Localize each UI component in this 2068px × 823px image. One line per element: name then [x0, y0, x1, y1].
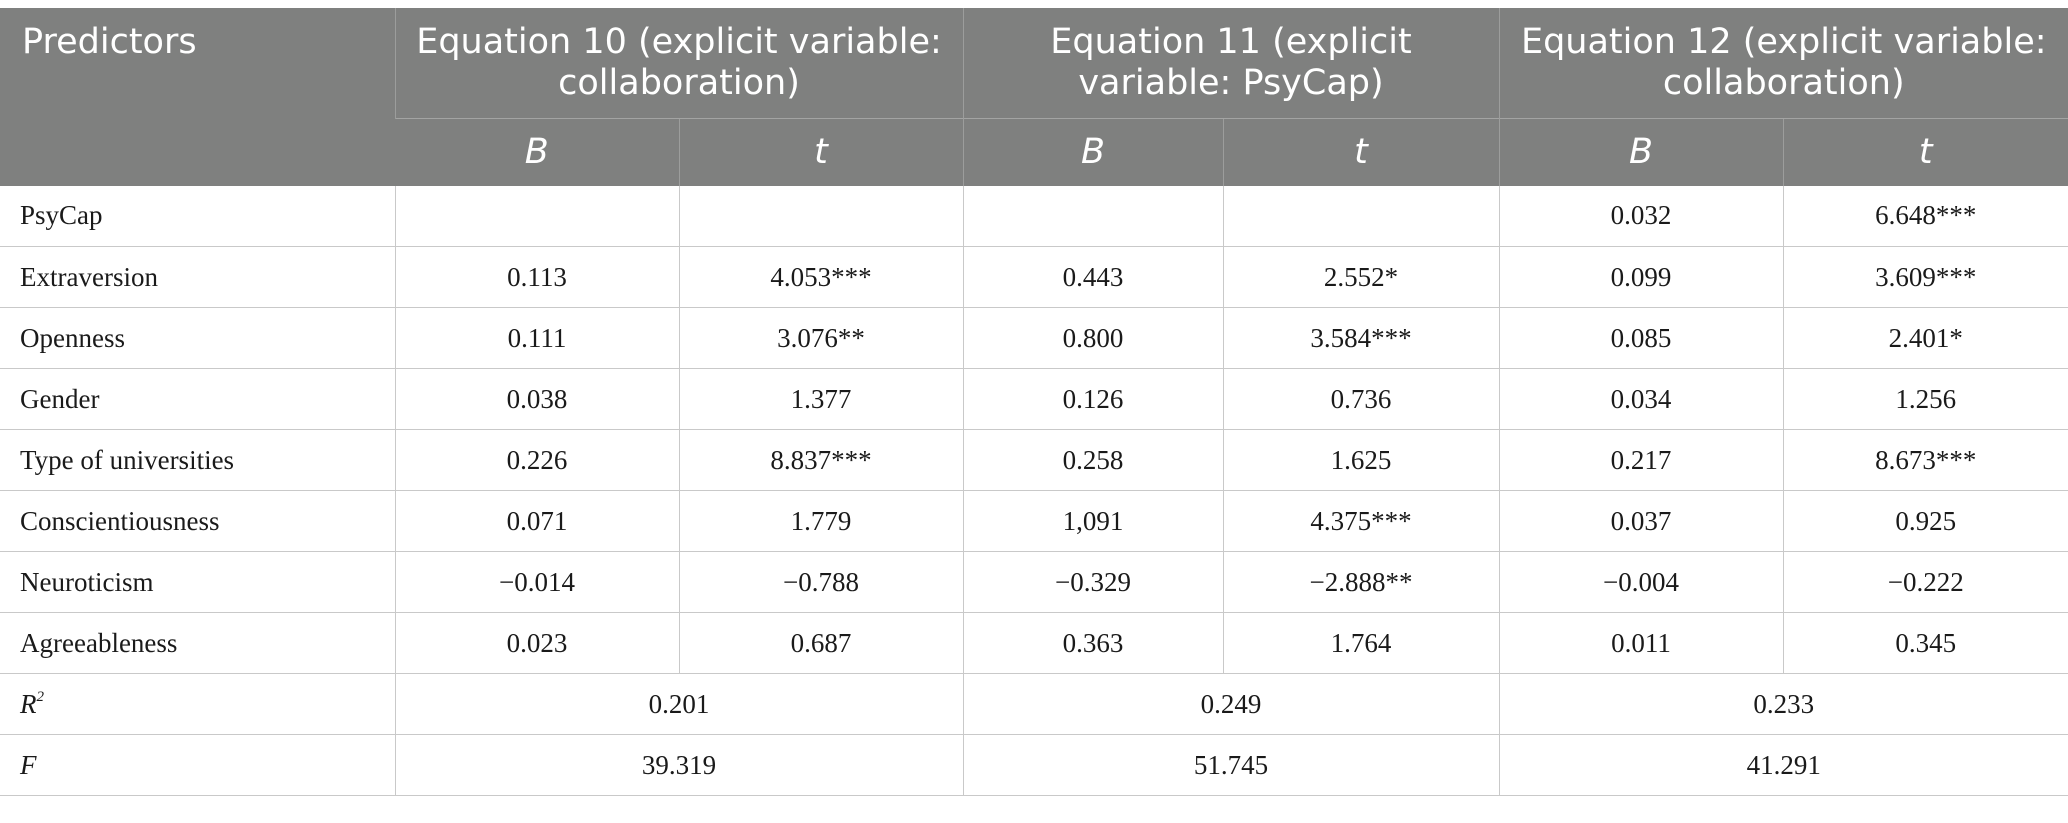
table-row: Agreeableness 0.023 0.687 0.363 1.764 0.…: [0, 612, 2068, 674]
table-cell: 0.226: [394, 429, 679, 491]
equation-12-header: Equation 12 (explicit variable: collabor…: [1498, 8, 2068, 118]
table-cell: −0.788: [678, 551, 963, 613]
table-cell: 2.552*: [1222, 246, 1499, 308]
table-cell: 1.779: [678, 490, 963, 552]
table-cell: 0.345: [1782, 612, 2068, 674]
b-header: B: [962, 117, 1223, 186]
table-cell: 4.053***: [678, 246, 963, 308]
table-cell: 0.111: [394, 307, 679, 369]
row-label: PsyCap: [0, 185, 395, 247]
table-cell: 0.071: [394, 490, 679, 552]
table-cell: −0.014: [394, 551, 679, 613]
table-cell: 1,091: [962, 490, 1223, 552]
table-row: Gender 0.038 1.377 0.126 0.736 0.034 1.2…: [0, 368, 2068, 430]
table-cell: [962, 185, 1223, 247]
f-statistic-value: 39.319: [394, 734, 963, 796]
table-cell: 0.032: [1498, 185, 1783, 247]
table-cell: 6.648***: [1782, 185, 2068, 247]
table-row: Extraversion 0.113 4.053*** 0.443 2.552*…: [0, 246, 2068, 308]
r-squared-label-base: R: [20, 688, 37, 719]
row-label: Neuroticism: [0, 551, 395, 613]
table-cell: 0.217: [1498, 429, 1783, 491]
row-label: Openness: [0, 307, 395, 369]
table-row: Neuroticism −0.014 −0.788 −0.329 −2.888*…: [0, 551, 2068, 613]
table-row: Openness 0.111 3.076** 0.800 3.584*** 0.…: [0, 307, 2068, 369]
r-squared-value: 0.233: [1498, 673, 2068, 735]
header-row-equations: Predictors Equation 10 (explicit variabl…: [0, 8, 2068, 186]
table-cell: 3.076**: [678, 307, 963, 369]
table-cell: 0.099: [1498, 246, 1783, 308]
r-squared-label-superscript: 2: [36, 688, 45, 705]
table-cell: 8.837***: [678, 429, 963, 491]
t-header: t: [678, 117, 963, 186]
table-cell: 0.085: [1498, 307, 1783, 369]
b-header: B: [1498, 117, 1783, 186]
table-cell: 3.609***: [1782, 246, 2068, 308]
r-squared-row: R2 0.201 0.249 0.233: [0, 673, 2068, 735]
table-cell: 0.037: [1498, 490, 1783, 552]
f-statistic-row: F 39.319 51.745 41.291: [0, 734, 2068, 796]
table-cell: 4.375***: [1222, 490, 1499, 552]
table-row: Type of universities 0.226 8.837*** 0.25…: [0, 429, 2068, 491]
table-cell: −0.004: [1498, 551, 1783, 613]
table-cell: −0.329: [962, 551, 1223, 613]
equation-10-header: Equation 10 (explicit variable: collabor…: [394, 8, 963, 118]
table-cell: 1.625: [1222, 429, 1499, 491]
row-label: Gender: [0, 368, 395, 430]
predictors-header: Predictors: [0, 8, 395, 186]
table-cell: 0.736: [1222, 368, 1499, 430]
table-row: PsyCap 0.032 6.648***: [0, 185, 2068, 247]
row-label: Conscientiousness: [0, 490, 395, 552]
table-cell: 1.764: [1222, 612, 1499, 674]
table-cell: 0.113: [394, 246, 679, 308]
row-label: Agreeableness: [0, 612, 395, 674]
table-cell: 0.443: [962, 246, 1223, 308]
table-cell: 3.584***: [1222, 307, 1499, 369]
table-cell: 0.126: [962, 368, 1223, 430]
table-cell: 8.673***: [1782, 429, 2068, 491]
t-header: t: [1782, 117, 2068, 186]
table-cell: 0.687: [678, 612, 963, 674]
table-cell: 0.800: [962, 307, 1223, 369]
table-cell: −2.888**: [1222, 551, 1499, 613]
b-header: B: [395, 117, 679, 186]
regression-table-container: Predictors Equation 10 (explicit variabl…: [0, 8, 2068, 796]
table-cell: [678, 185, 963, 247]
table-cell: [394, 185, 679, 247]
table-cell: 0.023: [394, 612, 679, 674]
r-squared-label: R2: [0, 673, 395, 735]
table-cell: 0.011: [1498, 612, 1783, 674]
f-statistic-value: 41.291: [1498, 734, 2068, 796]
table-cell: 0.258: [962, 429, 1223, 491]
equation-11-header: Equation 11 (explicit variable: PsyCap): [962, 8, 1499, 118]
table-row: Conscientiousness 0.071 1.779 1,091 4.37…: [0, 490, 2068, 552]
table-cell: 1.377: [678, 368, 963, 430]
header-row-coefficients: B t B t B t: [0, 117, 2068, 186]
f-statistic-label: F: [0, 734, 395, 796]
t-header: t: [1222, 117, 1499, 186]
f-statistic-value: 51.745: [962, 734, 1499, 796]
regression-table: Predictors Equation 10 (explicit variabl…: [0, 8, 2068, 796]
table-cell: 0.363: [962, 612, 1223, 674]
row-label: Extraversion: [0, 246, 395, 308]
table-cell: 1.256: [1782, 368, 2068, 430]
table-cell: 0.034: [1498, 368, 1783, 430]
r-squared-value: 0.201: [394, 673, 963, 735]
row-label: Type of universities: [0, 429, 395, 491]
table-cell: −0.222: [1782, 551, 2068, 613]
table-cell: [1222, 185, 1499, 247]
table-cell: 0.925: [1782, 490, 2068, 552]
r-squared-value: 0.249: [962, 673, 1499, 735]
table-cell: 2.401*: [1782, 307, 2068, 369]
table-cell: 0.038: [394, 368, 679, 430]
